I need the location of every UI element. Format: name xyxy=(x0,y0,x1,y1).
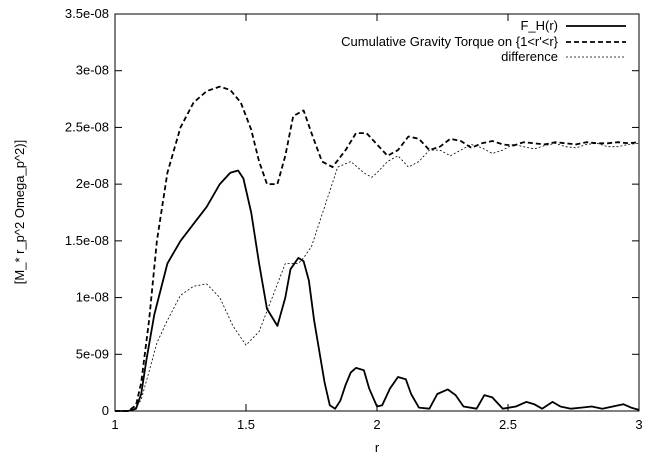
legend-label: Cumulative Gravity Torque on {1<r'<r} xyxy=(341,34,559,49)
legend-label: F_H(r) xyxy=(520,18,558,33)
y-tick-label: 0 xyxy=(102,403,109,418)
y-tick-label: 1.5e-08 xyxy=(65,233,109,248)
y-tick-label: 3.5e-08 xyxy=(65,6,109,21)
difference-line xyxy=(115,142,640,412)
x-tick-label: 2 xyxy=(373,417,380,432)
x-tick-label: 1.5 xyxy=(237,417,255,432)
y-tick-label: 2e-08 xyxy=(76,176,109,191)
x-tick-label: 1 xyxy=(111,417,118,432)
x-tick-label: 3 xyxy=(635,417,642,432)
x-axis-label: r xyxy=(375,440,380,455)
legend: F_H(r)Cumulative Gravity Torque on {1<r'… xyxy=(341,18,626,64)
f-h-line xyxy=(115,169,640,412)
x-tick-label: 2.5 xyxy=(499,417,517,432)
legend-label: difference xyxy=(501,49,558,64)
ticks: 1 1.5 2 2.5 3 0 5e-09 1e-08 1.5e-08 2e-08 2.5e-08 3… xyxy=(65,6,643,432)
series-lines xyxy=(115,85,640,412)
y-tick-label: 1e-08 xyxy=(76,290,109,305)
y-tick-label: 5e-09 xyxy=(76,346,109,361)
plot-frame xyxy=(114,13,640,412)
cumulative-torque-line xyxy=(115,85,640,412)
y-axis-label: [M_* r_p^2 Omega_p^2)] xyxy=(12,140,27,284)
y-tick-label: 2.5e-08 xyxy=(65,119,109,134)
y-tick-label: 3e-08 xyxy=(76,63,109,78)
